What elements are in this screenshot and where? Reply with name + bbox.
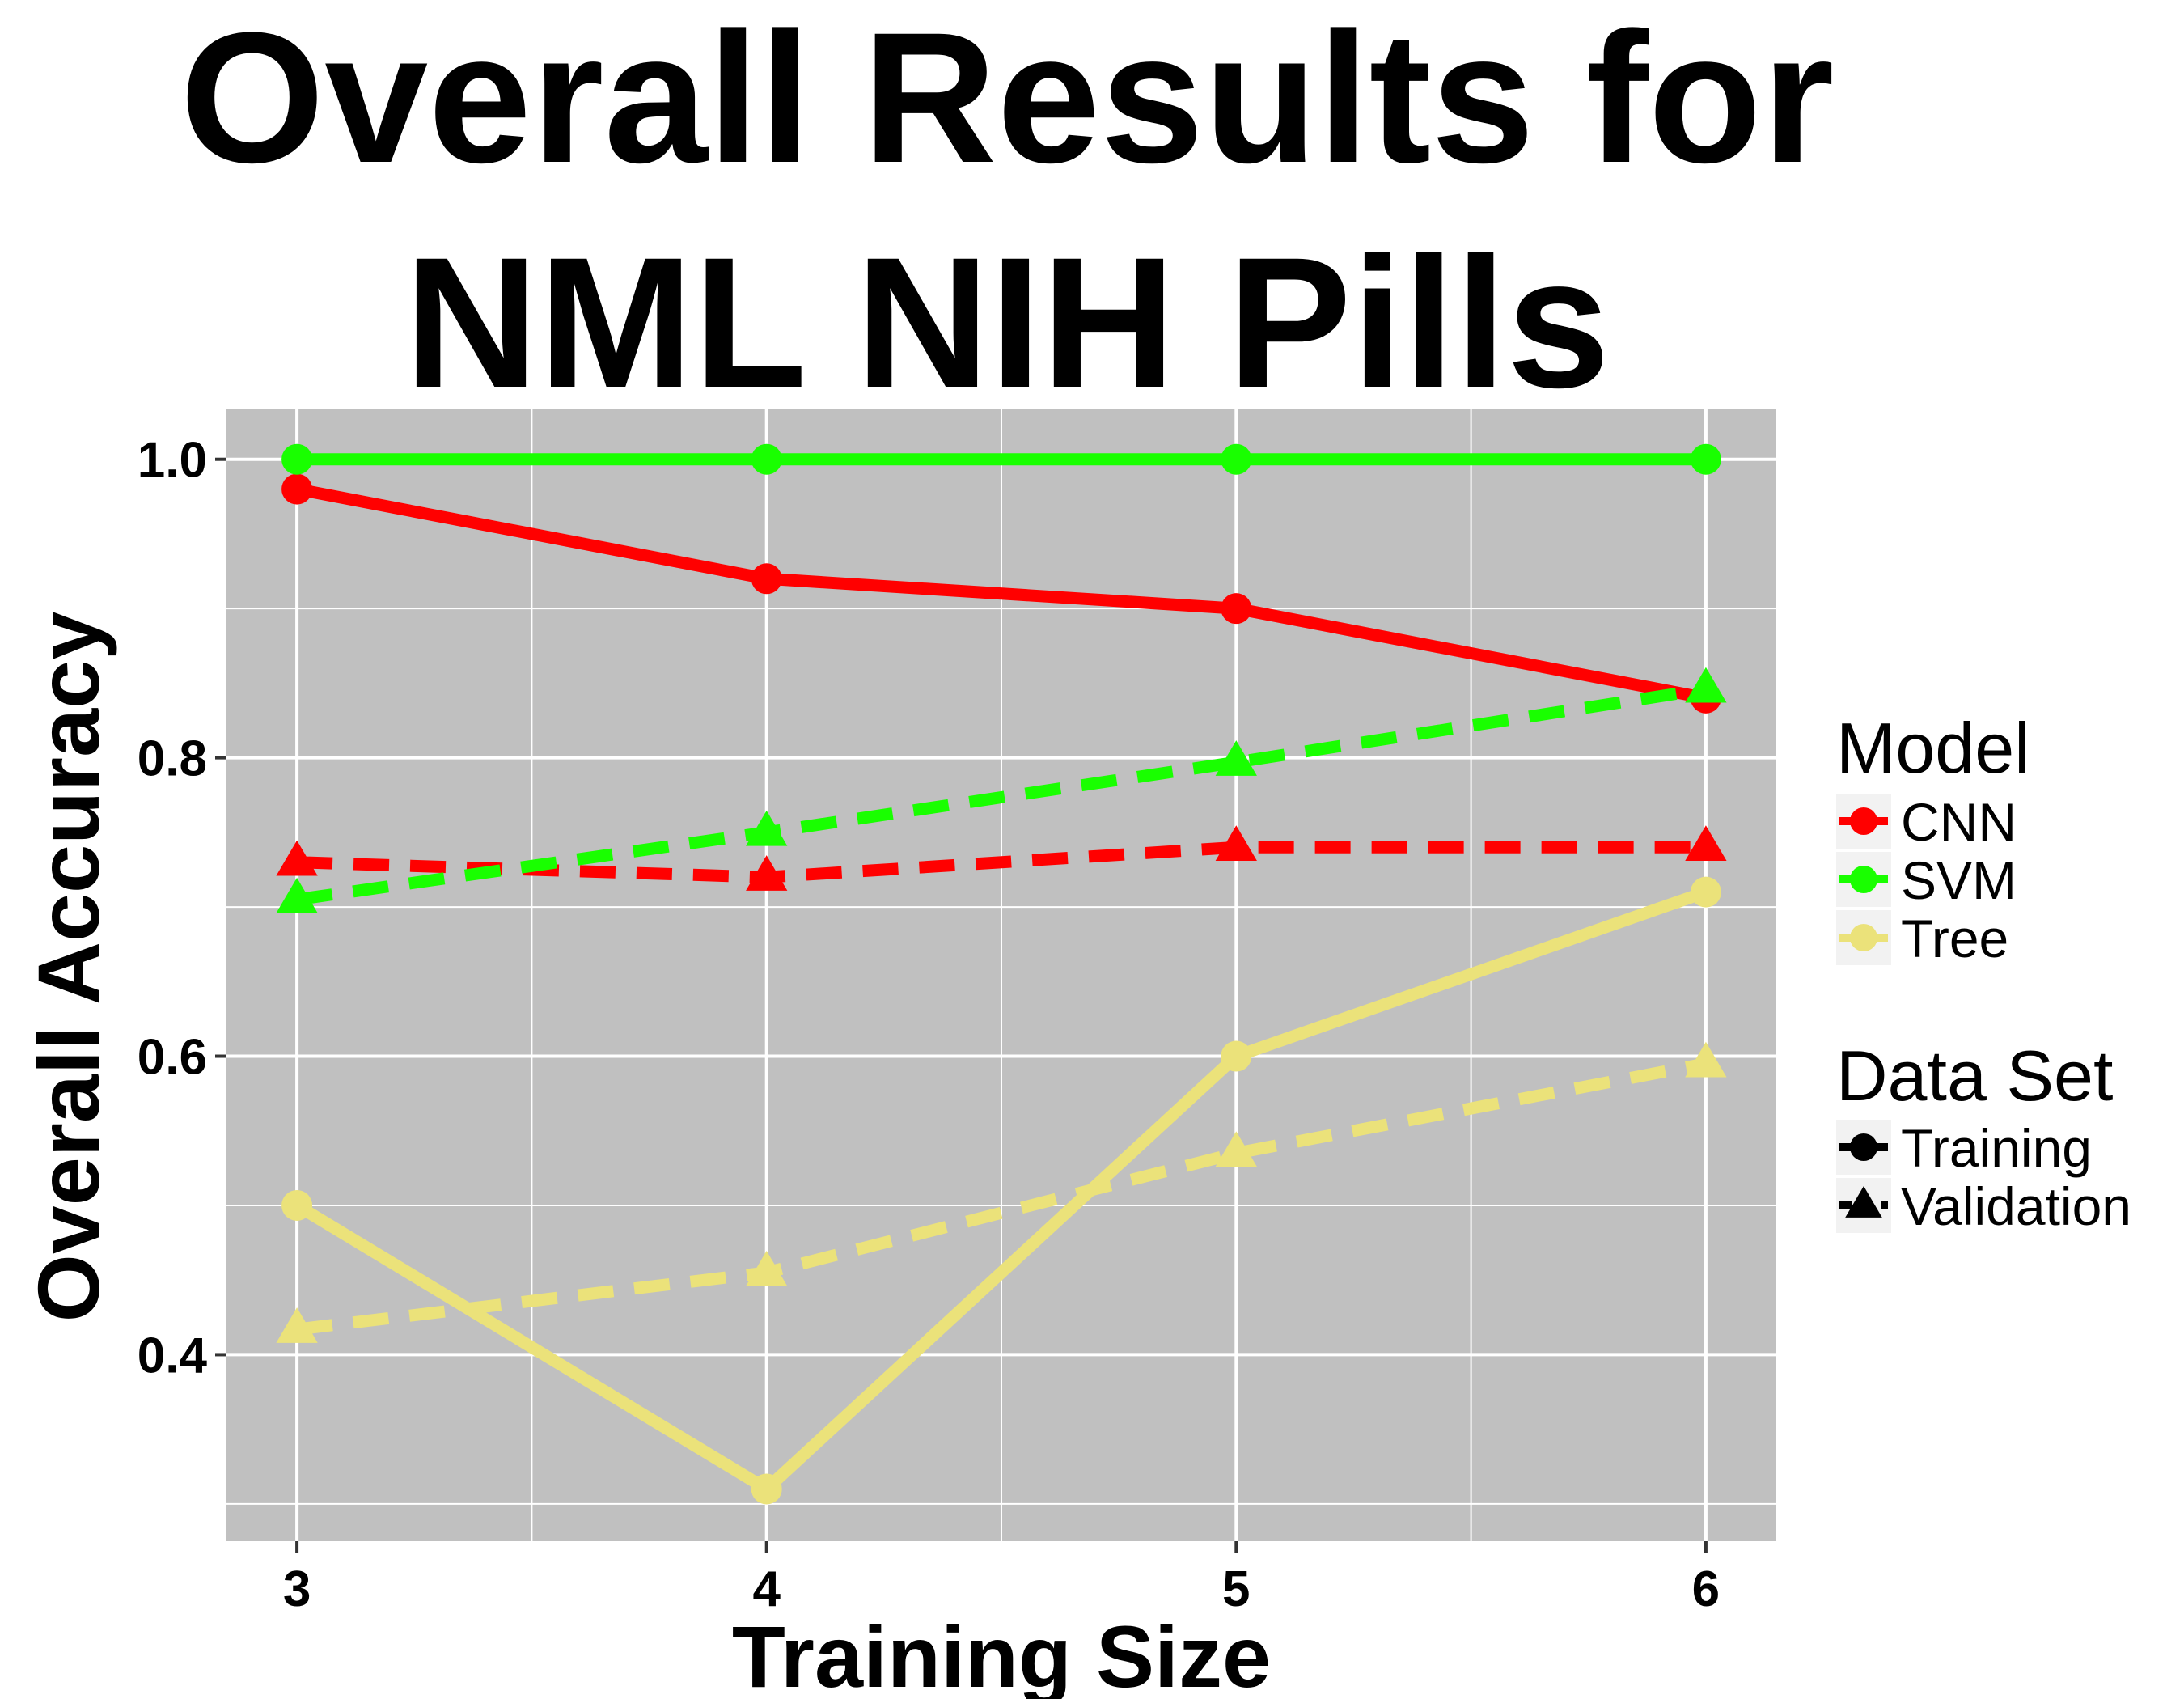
chart-title-line-1: Overall Results for [180, 0, 1834, 201]
series-layer [276, 443, 1727, 1505]
y-tick-label: 1.0 [138, 433, 207, 489]
data-point-triangle [1685, 667, 1727, 703]
data-point-triangle [746, 1250, 788, 1286]
data-point-circle [751, 443, 782, 475]
data-point-triangle [276, 877, 318, 913]
series-tree-validation [276, 1041, 1727, 1343]
series-line-svm-validation [296, 683, 1708, 906]
y-tick-label: 0.4 [138, 1328, 208, 1383]
data-point-triangle [1215, 825, 1257, 862]
data-point-circle [1690, 876, 1721, 908]
series-svm-validation [276, 667, 1727, 913]
data-point-triangle [746, 810, 788, 846]
legend-key-marker [1850, 1133, 1877, 1161]
x-tick-label: 6 [1692, 1561, 1720, 1617]
data-point-triangle [1215, 740, 1257, 776]
data-point-circle [1221, 1040, 1252, 1072]
y-axis-ticks: 0.4 0.6 0.8 1.0 [138, 433, 226, 1383]
legend-item-cnn: CNN [1836, 792, 2017, 852]
legend-label: CNN [1901, 792, 2017, 852]
data-point-triangle [746, 855, 788, 891]
legend-item-tree: Tree [1836, 909, 2008, 968]
legend-label: SVM [1901, 850, 2017, 910]
data-point-circle [1221, 443, 1252, 475]
legend-key-marker [1845, 1186, 1882, 1218]
series-line-cnn-training [295, 483, 1708, 705]
y-axis-title: Overall Accuracy [19, 612, 117, 1323]
legend-item-validation: Validation [1836, 1176, 2131, 1236]
legend-key-marker [1850, 866, 1877, 893]
legend-item-training: Training [1836, 1118, 2092, 1178]
data-point-circle [751, 1473, 782, 1505]
data-point-circle [281, 1189, 313, 1221]
legend-item-svm: SVM [1836, 850, 2017, 910]
series-line-tree-validation [296, 1057, 1708, 1336]
data-point-triangle [276, 840, 318, 876]
data-point-circle [751, 563, 782, 595]
series-svm-training [281, 443, 1721, 475]
data-point-triangle [276, 1307, 318, 1343]
legend-key-marker [1850, 924, 1877, 951]
legend-label: Training [1901, 1118, 2092, 1178]
data-point-circle [281, 473, 313, 505]
chart-title-line-2: NML NIH Pills [404, 218, 1610, 426]
legend-key-marker [1850, 807, 1877, 835]
data-point-triangle [1685, 1041, 1727, 1078]
x-tick-label: 5 [1222, 1561, 1250, 1617]
x-tick-label: 3 [283, 1561, 311, 1617]
data-point-circle [1690, 443, 1721, 475]
data-point-circle [281, 443, 313, 475]
series-tree-training [281, 876, 1721, 1505]
legend-dataset-title: Data Set [1836, 1036, 2113, 1116]
x-axis-ticks: 3 4 5 6 [283, 1541, 1720, 1617]
data-point-triangle [1685, 825, 1727, 862]
y-tick-label: 0.6 [138, 1030, 207, 1086]
legend-label: Validation [1901, 1176, 2131, 1236]
y-tick-label: 0.8 [138, 731, 207, 787]
legend-label: Tree [1901, 909, 2008, 968]
data-point-circle [1221, 593, 1252, 625]
series-line-tree-training [294, 886, 1708, 1495]
x-tick-label: 4 [752, 1561, 781, 1617]
data-point-triangle [1215, 1131, 1257, 1167]
x-axis-title: Training Size [732, 1608, 1271, 1699]
minor-gridlines [226, 409, 1776, 1541]
legend-model-title: Model [1836, 708, 2030, 788]
